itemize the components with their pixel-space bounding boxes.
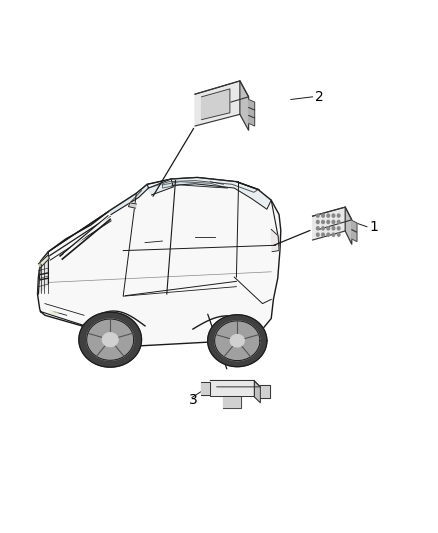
Polygon shape [79, 312, 141, 367]
Polygon shape [352, 230, 357, 241]
Text: 2: 2 [315, 90, 324, 104]
Polygon shape [102, 333, 118, 346]
Polygon shape [201, 382, 210, 395]
Polygon shape [195, 81, 240, 126]
Circle shape [327, 220, 329, 223]
Polygon shape [223, 397, 241, 408]
Polygon shape [39, 252, 48, 294]
Circle shape [322, 214, 324, 217]
Circle shape [322, 233, 324, 236]
Polygon shape [148, 179, 173, 195]
Polygon shape [313, 207, 352, 229]
Text: 1: 1 [369, 220, 378, 234]
Circle shape [332, 214, 335, 217]
Polygon shape [210, 381, 260, 387]
Circle shape [317, 220, 319, 223]
Circle shape [317, 214, 319, 217]
Polygon shape [87, 319, 134, 360]
Polygon shape [38, 177, 281, 346]
Circle shape [337, 233, 340, 236]
Polygon shape [254, 381, 260, 403]
Polygon shape [110, 184, 148, 215]
Polygon shape [271, 229, 279, 252]
Polygon shape [215, 321, 260, 361]
Polygon shape [345, 207, 352, 244]
Polygon shape [230, 335, 244, 347]
Polygon shape [171, 177, 271, 209]
Polygon shape [39, 255, 49, 268]
Circle shape [327, 227, 329, 230]
Polygon shape [210, 381, 254, 397]
Circle shape [337, 227, 340, 230]
Circle shape [322, 227, 324, 230]
Circle shape [337, 214, 340, 217]
Polygon shape [208, 315, 267, 367]
Circle shape [322, 220, 324, 223]
Polygon shape [201, 89, 230, 119]
Polygon shape [128, 203, 136, 208]
Circle shape [327, 233, 329, 236]
Polygon shape [240, 81, 249, 130]
Polygon shape [162, 182, 228, 188]
Circle shape [337, 220, 340, 223]
Polygon shape [50, 310, 58, 316]
Polygon shape [313, 207, 345, 240]
Circle shape [317, 227, 319, 230]
Circle shape [332, 220, 335, 223]
Circle shape [327, 214, 329, 217]
Polygon shape [249, 108, 254, 118]
Polygon shape [249, 115, 254, 126]
Circle shape [332, 227, 335, 230]
Text: 3: 3 [188, 393, 197, 407]
Polygon shape [352, 220, 357, 232]
Circle shape [332, 233, 335, 236]
Polygon shape [249, 100, 254, 110]
Circle shape [317, 233, 319, 236]
Polygon shape [260, 385, 270, 398]
Polygon shape [195, 81, 249, 110]
